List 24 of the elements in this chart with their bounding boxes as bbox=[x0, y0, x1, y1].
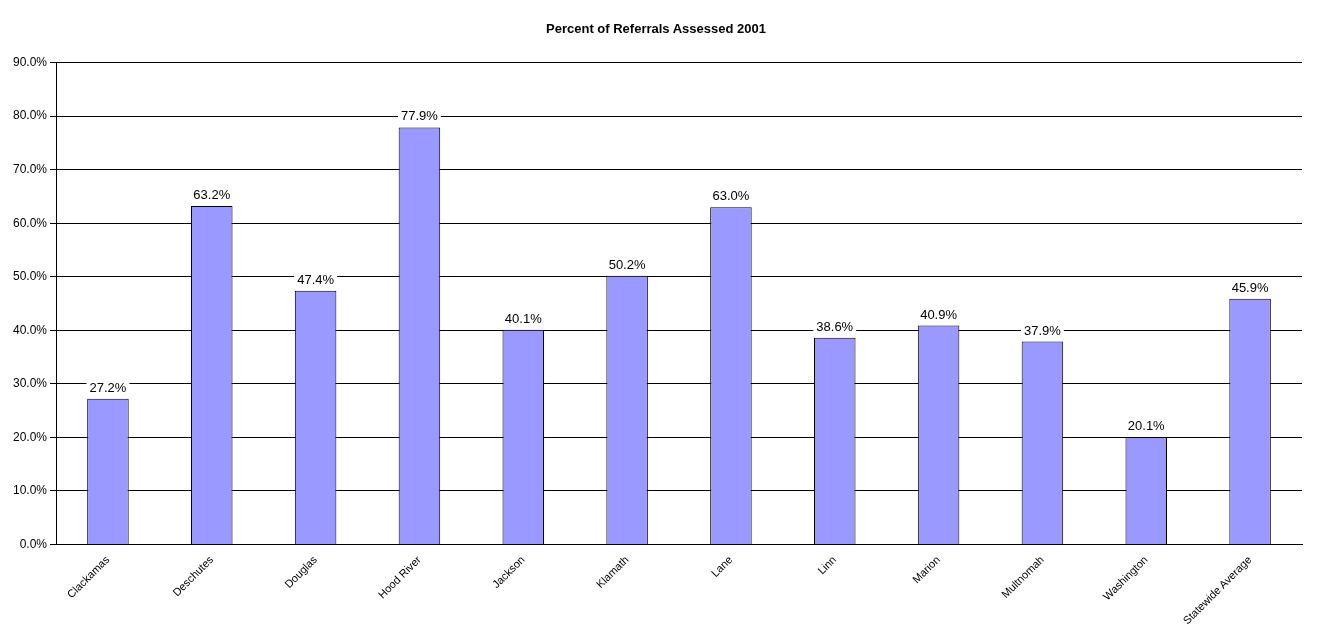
y-tick-label: 90.0% bbox=[12, 54, 48, 69]
y-tick-label: 30.0% bbox=[12, 376, 48, 391]
data-label: 47.4% bbox=[297, 271, 335, 287]
y-tick-label: 10.0% bbox=[12, 483, 48, 498]
x-tick-label: Linn bbox=[815, 553, 839, 577]
chart-title: Percent of Referrals Assessed 2001 bbox=[546, 21, 766, 37]
y-tick-label: 40.0% bbox=[12, 322, 48, 337]
y-tick-label: 70.0% bbox=[12, 162, 48, 177]
data-label: 77.9% bbox=[401, 108, 439, 124]
y-tick-label: 50.0% bbox=[12, 269, 48, 284]
data-label: 40.1% bbox=[504, 310, 543, 326]
y-tick-label: 80.0% bbox=[12, 108, 48, 123]
data-label: 37.9% bbox=[1023, 322, 1062, 338]
y-tick-label: 60.0% bbox=[12, 215, 48, 230]
data-label: 20.1% bbox=[1127, 417, 1166, 433]
y-tick-label: 20.0% bbox=[12, 429, 48, 444]
data-label: 27.2% bbox=[89, 379, 127, 395]
data-label: 50.2% bbox=[608, 256, 646, 272]
data-label: 45.9% bbox=[1231, 279, 1269, 295]
y-tick-label: 0.0% bbox=[19, 536, 48, 551]
data-label: 63.2% bbox=[193, 187, 231, 203]
data-label: 63.0% bbox=[712, 188, 750, 204]
data-label: 38.6% bbox=[816, 318, 854, 334]
data-label: 40.9% bbox=[920, 306, 958, 322]
